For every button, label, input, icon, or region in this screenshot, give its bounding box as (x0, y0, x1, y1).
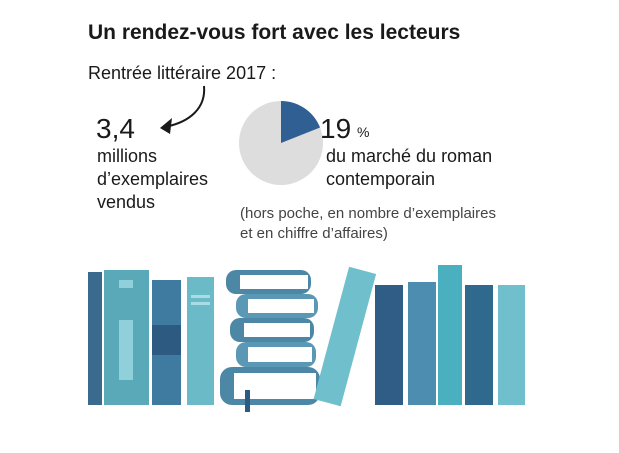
pages (240, 275, 308, 289)
caption: contemporain (326, 169, 435, 189)
book (313, 266, 377, 407)
book (187, 277, 214, 405)
book-detail (191, 295, 210, 298)
book-detail (152, 325, 181, 355)
arrow (164, 85, 206, 128)
subtitle: Rentrée littéraire 2017 : (88, 63, 276, 83)
book (498, 285, 525, 405)
book-detail (119, 320, 133, 380)
pages (248, 347, 312, 362)
book-detail (191, 302, 210, 305)
arrow-head (160, 118, 172, 134)
book (88, 272, 102, 405)
book (465, 285, 493, 405)
book (438, 265, 462, 405)
book (375, 285, 403, 405)
bookmark (245, 390, 250, 412)
pie-slice (281, 101, 321, 143)
pages (244, 323, 310, 337)
stat-value: 3,4 (96, 113, 135, 144)
pie-unit: % (357, 124, 369, 140)
stat-label: vendus (97, 192, 155, 212)
pie-value: 19 (320, 113, 351, 144)
book-detail (119, 280, 133, 288)
book (408, 282, 436, 405)
note: (hors poche, en nombre d’exemplaires (240, 205, 496, 222)
stat-label: d’exemplaires (97, 169, 208, 189)
stat-label: millions (97, 146, 157, 166)
caption: du marché du roman (326, 146, 492, 166)
pie (239, 101, 323, 185)
title: Un rendez-vous fort avec les lecteurs (88, 21, 460, 44)
pages (248, 299, 314, 313)
note: et en chiffre d’affaires) (240, 225, 388, 242)
books (88, 265, 525, 412)
